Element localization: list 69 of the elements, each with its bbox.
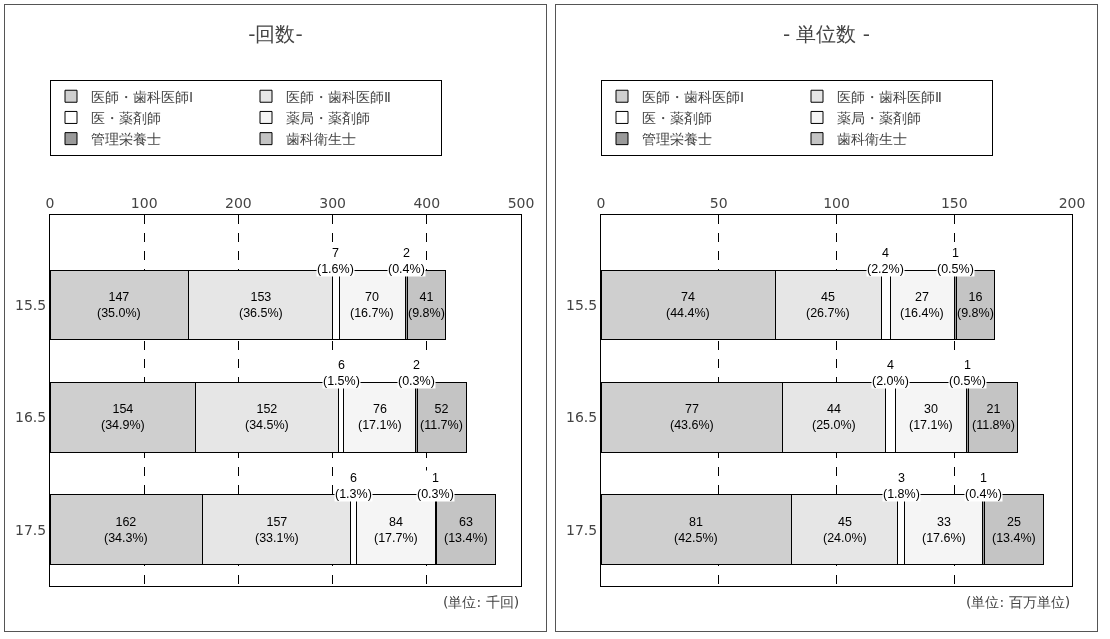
data-label: 21 (11.8%) <box>972 402 1015 433</box>
x-tick-label: 0 <box>596 195 606 212</box>
data-label: 25 (13.4%) <box>992 515 1036 546</box>
x-tick-label: 200 <box>225 195 252 212</box>
x-tick-label: 50 <box>709 195 728 212</box>
y-tick-label: 16.5 <box>566 409 598 426</box>
y-tick-label: 16.5 <box>15 409 47 426</box>
data-label: 2 (0.4%) <box>388 246 425 277</box>
data-label: 45 (26.7%) <box>806 290 850 321</box>
x-tick-label: 150 <box>940 195 968 212</box>
y-tick-label: 15.5 <box>15 296 47 313</box>
data-label: 27 (16.4%) <box>900 290 944 321</box>
text: (単位: 千回) <box>443 594 520 610</box>
y-tick-label: 15.5 <box>566 296 598 313</box>
data-label: 157 (33.1%) <box>255 515 299 546</box>
legend-label: 医師・歯科医師Ⅱ <box>837 88 942 105</box>
data-label: 6 (1.3%) <box>335 471 372 502</box>
chart-title: - 単位数 - <box>782 21 871 46</box>
legend-label: 薬局・薬剤師 <box>286 109 370 126</box>
data-label: 16 (9.8%) <box>957 290 994 321</box>
data-label: 1 (0.5%) <box>937 246 974 277</box>
x-tick-label: 100 <box>130 195 158 212</box>
legend-label: 管理栄養士 <box>91 131 161 148</box>
data-label: 1 (0.4%) <box>965 471 1002 502</box>
x-tick-label: 400 <box>413 195 441 212</box>
x-tick-label: 0 <box>45 195 55 212</box>
legend-label: 医・薬剤師 <box>91 109 161 126</box>
data-label: 70 (16.7%) <box>350 290 394 321</box>
legend-label: 医師・歯科医師Ⅰ <box>91 88 194 105</box>
data-label: 52 (11.7%) <box>420 402 463 433</box>
data-label: 45 (24.0%) <box>823 515 867 546</box>
data-label: 147 (35.0%) <box>97 290 141 321</box>
data-label: 1 (0.3%) <box>417 471 454 502</box>
legend-label: 薬局・薬剤師 <box>837 109 921 126</box>
data-label: 4 (2.0%) <box>872 358 909 389</box>
data-label: 1 (0.5%) <box>949 358 986 389</box>
x-tick-label: 300 <box>319 195 346 212</box>
data-label: 63 (13.4%) <box>444 515 488 546</box>
data-label: 154 (34.9%) <box>101 402 145 433</box>
chart-title: -回数- <box>248 21 303 46</box>
legend-label: 医師・歯科医師Ⅱ <box>286 88 391 105</box>
y-tick-label: 17.5 <box>15 521 47 538</box>
x-tick-label: 500 <box>507 195 535 212</box>
data-label: 30 (17.1%) <box>909 402 953 433</box>
legend-label: 管理栄養士 <box>642 131 712 148</box>
data-label: 162 (34.3%) <box>104 515 148 546</box>
text: (単位: 百万単位) <box>966 594 1071 610</box>
data-label: 41 (9.8%) <box>408 290 445 321</box>
data-label: 84 (17.7%) <box>374 515 418 546</box>
data-label: 7 (1.6%) <box>317 246 354 277</box>
x-tick-label: 200 <box>1058 195 1086 212</box>
x-tick-label: 100 <box>823 195 850 212</box>
data-label: 2 (0.3%) <box>398 358 435 389</box>
data-label: 74 (44.4%) <box>666 290 710 321</box>
data-label: 3 (1.8%) <box>883 471 920 502</box>
legend-label: 医師・歯科医師Ⅰ <box>642 88 745 105</box>
legend-label: 医・薬剤師 <box>642 109 712 126</box>
legend-label: 歯科衛生士 <box>837 131 907 148</box>
data-label: 77 (43.6%) <box>670 402 714 433</box>
data-label: 152 (34.5%) <box>245 402 289 433</box>
y-tick-label: 17.5 <box>566 521 598 538</box>
data-label: 81 (42.5%) <box>674 515 718 546</box>
data-label: 4 (2.2%) <box>867 246 904 277</box>
data-label: 76 (17.1%) <box>358 402 402 433</box>
data-label: 33 (17.6%) <box>922 515 966 546</box>
data-label: 6 (1.5%) <box>323 358 360 389</box>
legend-label: 歯科衛生士 <box>286 131 356 148</box>
data-label: 44 (25.0%) <box>812 402 856 433</box>
data-label: 153 (36.5%) <box>239 290 283 321</box>
